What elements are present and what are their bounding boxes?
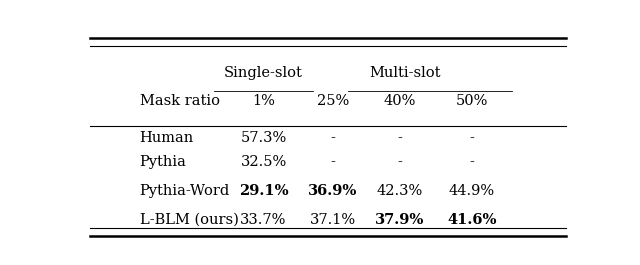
- Text: -: -: [397, 131, 403, 145]
- Text: Pythia-Word: Pythia-Word: [140, 184, 230, 198]
- Text: 40%: 40%: [384, 94, 416, 108]
- Text: Human: Human: [140, 131, 194, 145]
- Text: 44.9%: 44.9%: [449, 184, 495, 198]
- Text: Single-slot: Single-slot: [224, 66, 303, 80]
- Text: Multi-slot: Multi-slot: [369, 66, 440, 80]
- Text: 29.1%: 29.1%: [239, 184, 289, 198]
- Text: Pythia: Pythia: [140, 155, 186, 169]
- Text: 36.9%: 36.9%: [308, 184, 358, 198]
- Text: 50%: 50%: [456, 94, 488, 108]
- Text: 33.7%: 33.7%: [241, 213, 287, 227]
- Text: -: -: [330, 131, 335, 145]
- Text: -: -: [469, 131, 474, 145]
- Text: 41.6%: 41.6%: [447, 213, 497, 227]
- Text: -: -: [469, 155, 474, 169]
- Text: -: -: [330, 155, 335, 169]
- Text: -: -: [397, 155, 403, 169]
- Text: 1%: 1%: [252, 94, 275, 108]
- Text: 25%: 25%: [317, 94, 349, 108]
- Text: 37.9%: 37.9%: [375, 213, 424, 227]
- Text: 57.3%: 57.3%: [241, 131, 287, 145]
- Text: 37.1%: 37.1%: [310, 213, 356, 227]
- Text: Mask ratio: Mask ratio: [140, 94, 220, 108]
- Text: L-BLM (ours): L-BLM (ours): [140, 213, 238, 227]
- Text: 32.5%: 32.5%: [241, 155, 287, 169]
- Text: 42.3%: 42.3%: [377, 184, 423, 198]
